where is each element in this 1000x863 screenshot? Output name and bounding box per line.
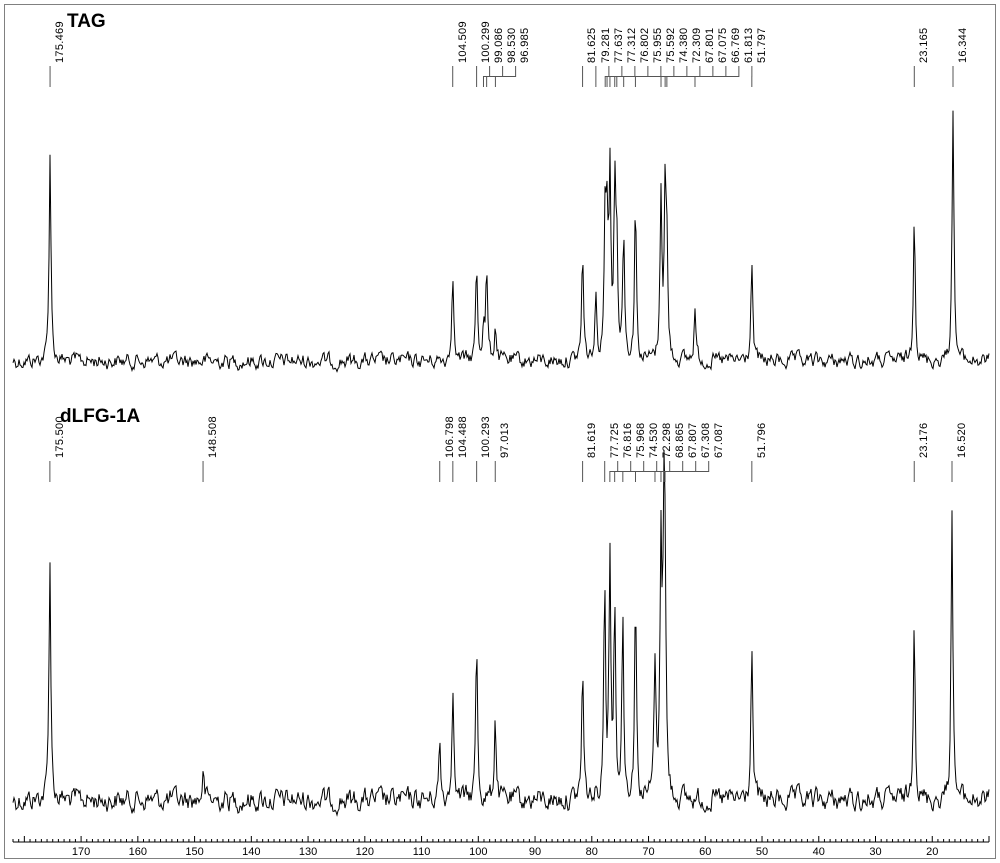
peak-label: 148.508 <box>207 416 219 458</box>
peak-label: 79.281 <box>600 28 612 63</box>
peak-label: 72.298 <box>661 423 673 458</box>
axis-tick-label: 20 <box>926 846 938 858</box>
peak-label: 51.797 <box>756 28 768 63</box>
peak-label: 175.469 <box>54 21 66 63</box>
spectrum-svg-bottom <box>5 400 997 834</box>
peak-label: 76.802 <box>639 28 651 63</box>
peak-label: 77.312 <box>626 28 638 63</box>
spectrum-panel-top: TAG 175.469104.509100.29999.08698.53096.… <box>5 5 997 400</box>
peak-label: 104.509 <box>457 21 469 63</box>
axis-tick-label: 160 <box>129 846 147 858</box>
peak-label: 76.816 <box>622 423 634 458</box>
peak-label: 16.344 <box>957 28 969 63</box>
peak-label: 68.865 <box>674 423 686 458</box>
peak-label: 75.955 <box>652 28 664 63</box>
peak-label: 72.309 <box>691 28 703 63</box>
axis-tick-label: 80 <box>586 846 598 858</box>
peak-bracket <box>665 461 709 482</box>
axis-tick-label: 100 <box>469 846 487 858</box>
axis-tick-label: 170 <box>72 846 90 858</box>
peak-label: 98.530 <box>506 28 518 63</box>
peak-label: 23.165 <box>918 28 930 63</box>
peak-label: 67.087 <box>713 423 725 458</box>
peak-label: 61.813 <box>743 28 755 63</box>
spectrum-trace <box>13 111 989 372</box>
peak-label: 75.592 <box>665 28 677 63</box>
peak-label: 16.520 <box>956 423 968 458</box>
peak-label: 100.293 <box>480 416 492 458</box>
spectrum-svg-top <box>5 5 997 400</box>
peak-label: 104.488 <box>457 416 469 458</box>
axis-tick-label: 60 <box>699 846 711 858</box>
peak-label: 97.013 <box>499 423 511 458</box>
peak-bracket <box>695 66 739 87</box>
figure-frame: TAG 175.469104.509100.29999.08698.53096.… <box>4 4 996 859</box>
peak-label: 106.798 <box>444 416 456 458</box>
peak-label: 67.807 <box>687 423 699 458</box>
peak-label: 67.075 <box>717 28 729 63</box>
peak-label: 74.530 <box>648 423 660 458</box>
peak-label: 51.796 <box>756 423 768 458</box>
axis-tick-label: 150 <box>185 846 203 858</box>
x-axis: 170 160 150 140 130 120 110 100 90 80 70 60 50 40 30 20 <box>5 834 997 860</box>
peak-label: 99.086 <box>493 28 505 63</box>
axis-tick-label: 50 <box>756 846 768 858</box>
peak-label: 23.176 <box>918 423 930 458</box>
peak-label: 81.625 <box>586 28 598 63</box>
peak-label: 81.619 <box>586 423 598 458</box>
axis-tick-label: 70 <box>642 846 654 858</box>
peak-label: 175.500 <box>54 416 66 458</box>
spectrum-panel-bottom: dLFG-1A 175.500148.508106.798104.488100.… <box>5 400 997 834</box>
peak-label: 77.725 <box>609 423 621 458</box>
peak-label: 75.968 <box>635 423 647 458</box>
peak-label: 96.985 <box>519 28 531 63</box>
spectrum-trace <box>13 450 989 815</box>
peak-bracket <box>635 461 656 482</box>
peak-label: 67.308 <box>700 423 712 458</box>
axis-tick-label: 40 <box>813 846 825 858</box>
peak-label: 67.801 <box>704 28 716 63</box>
axis-tick-label: 140 <box>242 846 260 858</box>
axis-tick-label: 110 <box>413 846 431 858</box>
peak-label: 100.299 <box>480 21 492 63</box>
peak-label: 77.637 <box>613 28 625 63</box>
axis-tick-label: 130 <box>299 846 317 858</box>
axis-tick-label: 120 <box>356 846 374 858</box>
peak-bracket <box>495 66 515 87</box>
axis-tick-label: 30 <box>869 846 881 858</box>
x-axis-svg <box>5 834 997 860</box>
axis-tick-label: 90 <box>529 846 541 858</box>
peak-label: 66.769 <box>730 28 742 63</box>
peak-label: 74.380 <box>678 28 690 63</box>
